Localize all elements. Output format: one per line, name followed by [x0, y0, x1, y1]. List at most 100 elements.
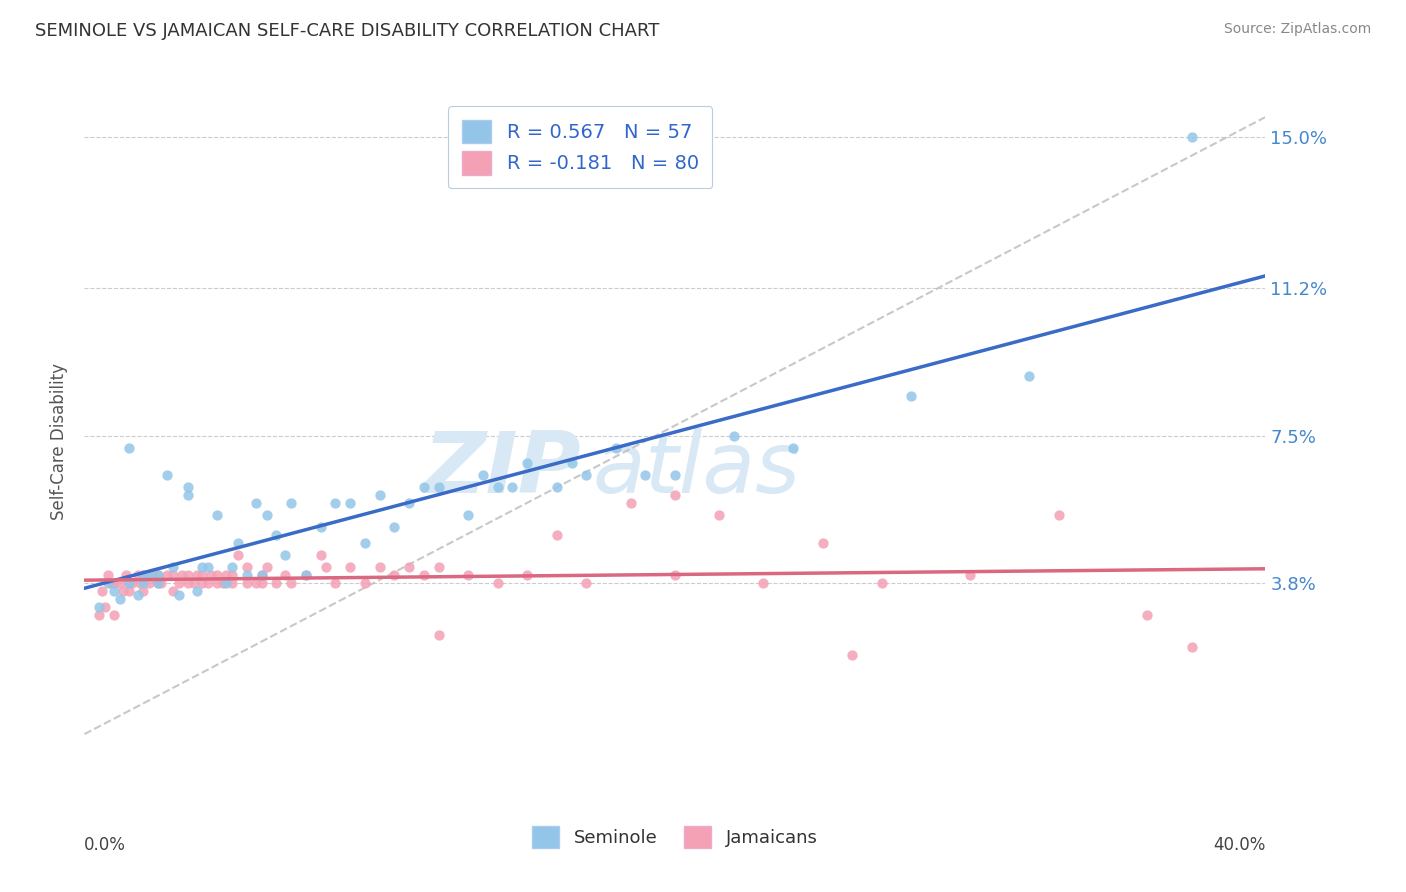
Point — [207, 508, 229, 523]
Point — [170, 568, 193, 582]
Point — [118, 441, 141, 455]
Point — [1181, 640, 1204, 654]
Point — [221, 560, 243, 574]
Point — [841, 648, 863, 662]
Point — [118, 575, 141, 590]
Legend: Seminole, Jamaicans: Seminole, Jamaicans — [524, 819, 825, 855]
Point — [354, 536, 377, 550]
Point — [256, 508, 278, 523]
Point — [620, 496, 643, 510]
Point — [315, 560, 337, 574]
Point — [132, 583, 155, 598]
Point — [207, 568, 229, 582]
Point — [212, 575, 235, 590]
Point — [723, 428, 745, 442]
Point — [103, 607, 125, 622]
Point — [1136, 607, 1159, 622]
Point — [177, 568, 200, 582]
Point — [148, 575, 170, 590]
Point — [100, 575, 122, 590]
Point — [132, 575, 155, 590]
Point — [575, 468, 598, 483]
Point — [501, 480, 523, 494]
Y-axis label: Self-Care Disability: Self-Care Disability — [51, 363, 69, 520]
Point — [664, 568, 686, 582]
Point — [382, 568, 406, 582]
Point — [156, 568, 179, 582]
Point — [354, 575, 377, 590]
Point — [709, 508, 731, 523]
Point — [959, 568, 981, 582]
Point — [200, 568, 222, 582]
Point — [132, 568, 155, 582]
Point — [114, 568, 136, 582]
Point — [236, 568, 259, 582]
Text: ZIP: ZIP — [423, 428, 581, 511]
Point — [811, 536, 834, 550]
Point — [191, 575, 214, 590]
Point — [457, 568, 479, 582]
Point — [266, 575, 288, 590]
Point — [664, 468, 686, 483]
Point — [309, 520, 332, 534]
Point — [427, 480, 450, 494]
Point — [183, 575, 205, 590]
Point — [138, 568, 160, 582]
Point — [215, 575, 238, 590]
Point — [97, 575, 120, 590]
Point — [91, 583, 114, 598]
Text: atlas: atlas — [592, 428, 800, 511]
Point — [156, 468, 179, 483]
Point — [121, 575, 143, 590]
Text: 40.0%: 40.0% — [1213, 836, 1265, 855]
Point — [94, 599, 117, 614]
Point — [575, 575, 598, 590]
Point — [236, 560, 259, 574]
Point — [339, 496, 361, 510]
Point — [325, 496, 347, 510]
Point — [108, 591, 131, 606]
Point — [634, 468, 657, 483]
Point — [236, 575, 259, 590]
Point — [127, 568, 149, 582]
Point — [516, 457, 538, 471]
Point — [368, 488, 391, 502]
Point — [87, 599, 111, 614]
Point — [256, 560, 278, 574]
Point — [138, 575, 160, 590]
Point — [427, 560, 450, 574]
Point — [118, 583, 141, 598]
Point — [561, 457, 583, 471]
Point — [486, 480, 509, 494]
Point — [132, 568, 155, 582]
Point — [111, 583, 134, 598]
Point — [87, 607, 111, 622]
Point — [245, 496, 267, 510]
Point — [118, 575, 141, 590]
Point — [150, 575, 173, 590]
Point — [516, 568, 538, 582]
Point — [129, 575, 152, 590]
Point — [148, 575, 170, 590]
Point — [782, 441, 804, 455]
Text: 0.0%: 0.0% — [84, 836, 127, 855]
Point — [127, 588, 149, 602]
Point — [368, 560, 391, 574]
Point — [103, 583, 125, 598]
Point — [1181, 130, 1204, 145]
Point — [141, 568, 163, 582]
Point — [250, 568, 273, 582]
Point — [605, 441, 627, 455]
Point — [295, 568, 318, 582]
Point — [398, 496, 420, 510]
Point — [186, 583, 208, 598]
Point — [97, 568, 120, 582]
Point — [221, 575, 243, 590]
Point — [413, 568, 436, 582]
Point — [177, 575, 200, 590]
Point — [274, 568, 297, 582]
Point — [162, 583, 184, 598]
Point — [1018, 368, 1040, 383]
Point — [245, 575, 267, 590]
Point — [398, 560, 420, 574]
